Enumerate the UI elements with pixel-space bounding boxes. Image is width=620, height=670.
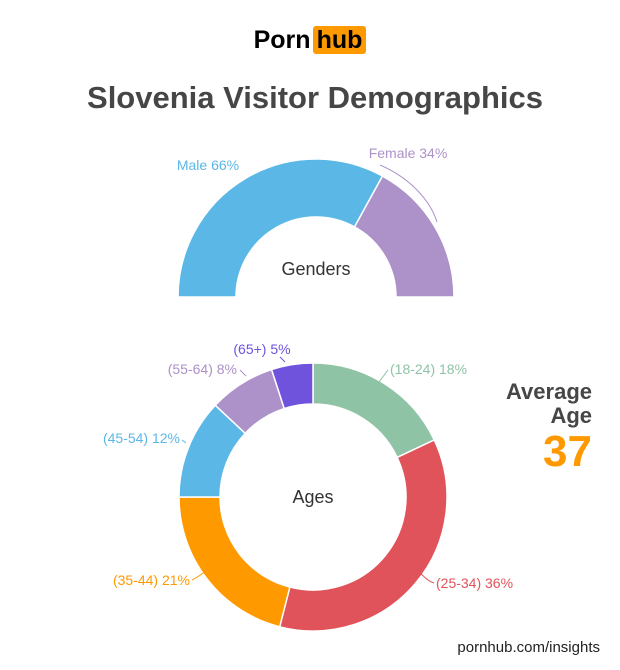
age-slice-65	[270, 362, 314, 410]
age-slice-35-44	[178, 496, 291, 628]
age-leader-25-34	[413, 565, 435, 584]
gender-center-label: Genders	[281, 259, 350, 279]
pornhub-logo: Porn hub	[0, 26, 620, 55]
source-footer: pornhub.com/insights	[457, 639, 600, 656]
age-leader-18-24	[378, 369, 389, 383]
age-leader-45-54	[181, 439, 187, 444]
chart-title: Slovenia Visitor Demographics	[87, 80, 543, 115]
age-label-65: (65+) 5%	[233, 341, 290, 357]
age-leader-55-64	[239, 369, 247, 377]
gender-slice-male	[177, 158, 384, 298]
age-slice-18-24	[312, 362, 436, 459]
age-center-label: Ages	[292, 487, 333, 507]
age-leader-65	[279, 356, 286, 363]
age-label-18-24: (18-24) 18%	[390, 361, 467, 377]
average-age-label-line2: Age	[550, 403, 592, 428]
gender-leader-female	[379, 164, 438, 223]
age-leader-35-44	[191, 569, 209, 581]
logo-text-hub: hub	[312, 26, 367, 54]
gender-label-female: Female 34%	[369, 145, 448, 161]
average-age-value: 37	[543, 427, 592, 476]
age-label-55-64: (55-64) 8%	[168, 361, 237, 377]
age-label-45-54: (45-54) 12%	[103, 430, 180, 446]
average-age-label-line1: Average	[505, 379, 592, 404]
age-label-25-34: (25-34) 36%	[436, 575, 513, 591]
gender-label-male: Male 66%	[177, 157, 239, 173]
average-age-block: Average Age 37	[506, 380, 592, 476]
age-slice-25-34	[278, 438, 448, 632]
age-label-35-44: (35-44) 21%	[113, 572, 190, 588]
gender-slice-female	[353, 175, 455, 298]
logo-text-porn: Porn	[253, 26, 311, 54]
